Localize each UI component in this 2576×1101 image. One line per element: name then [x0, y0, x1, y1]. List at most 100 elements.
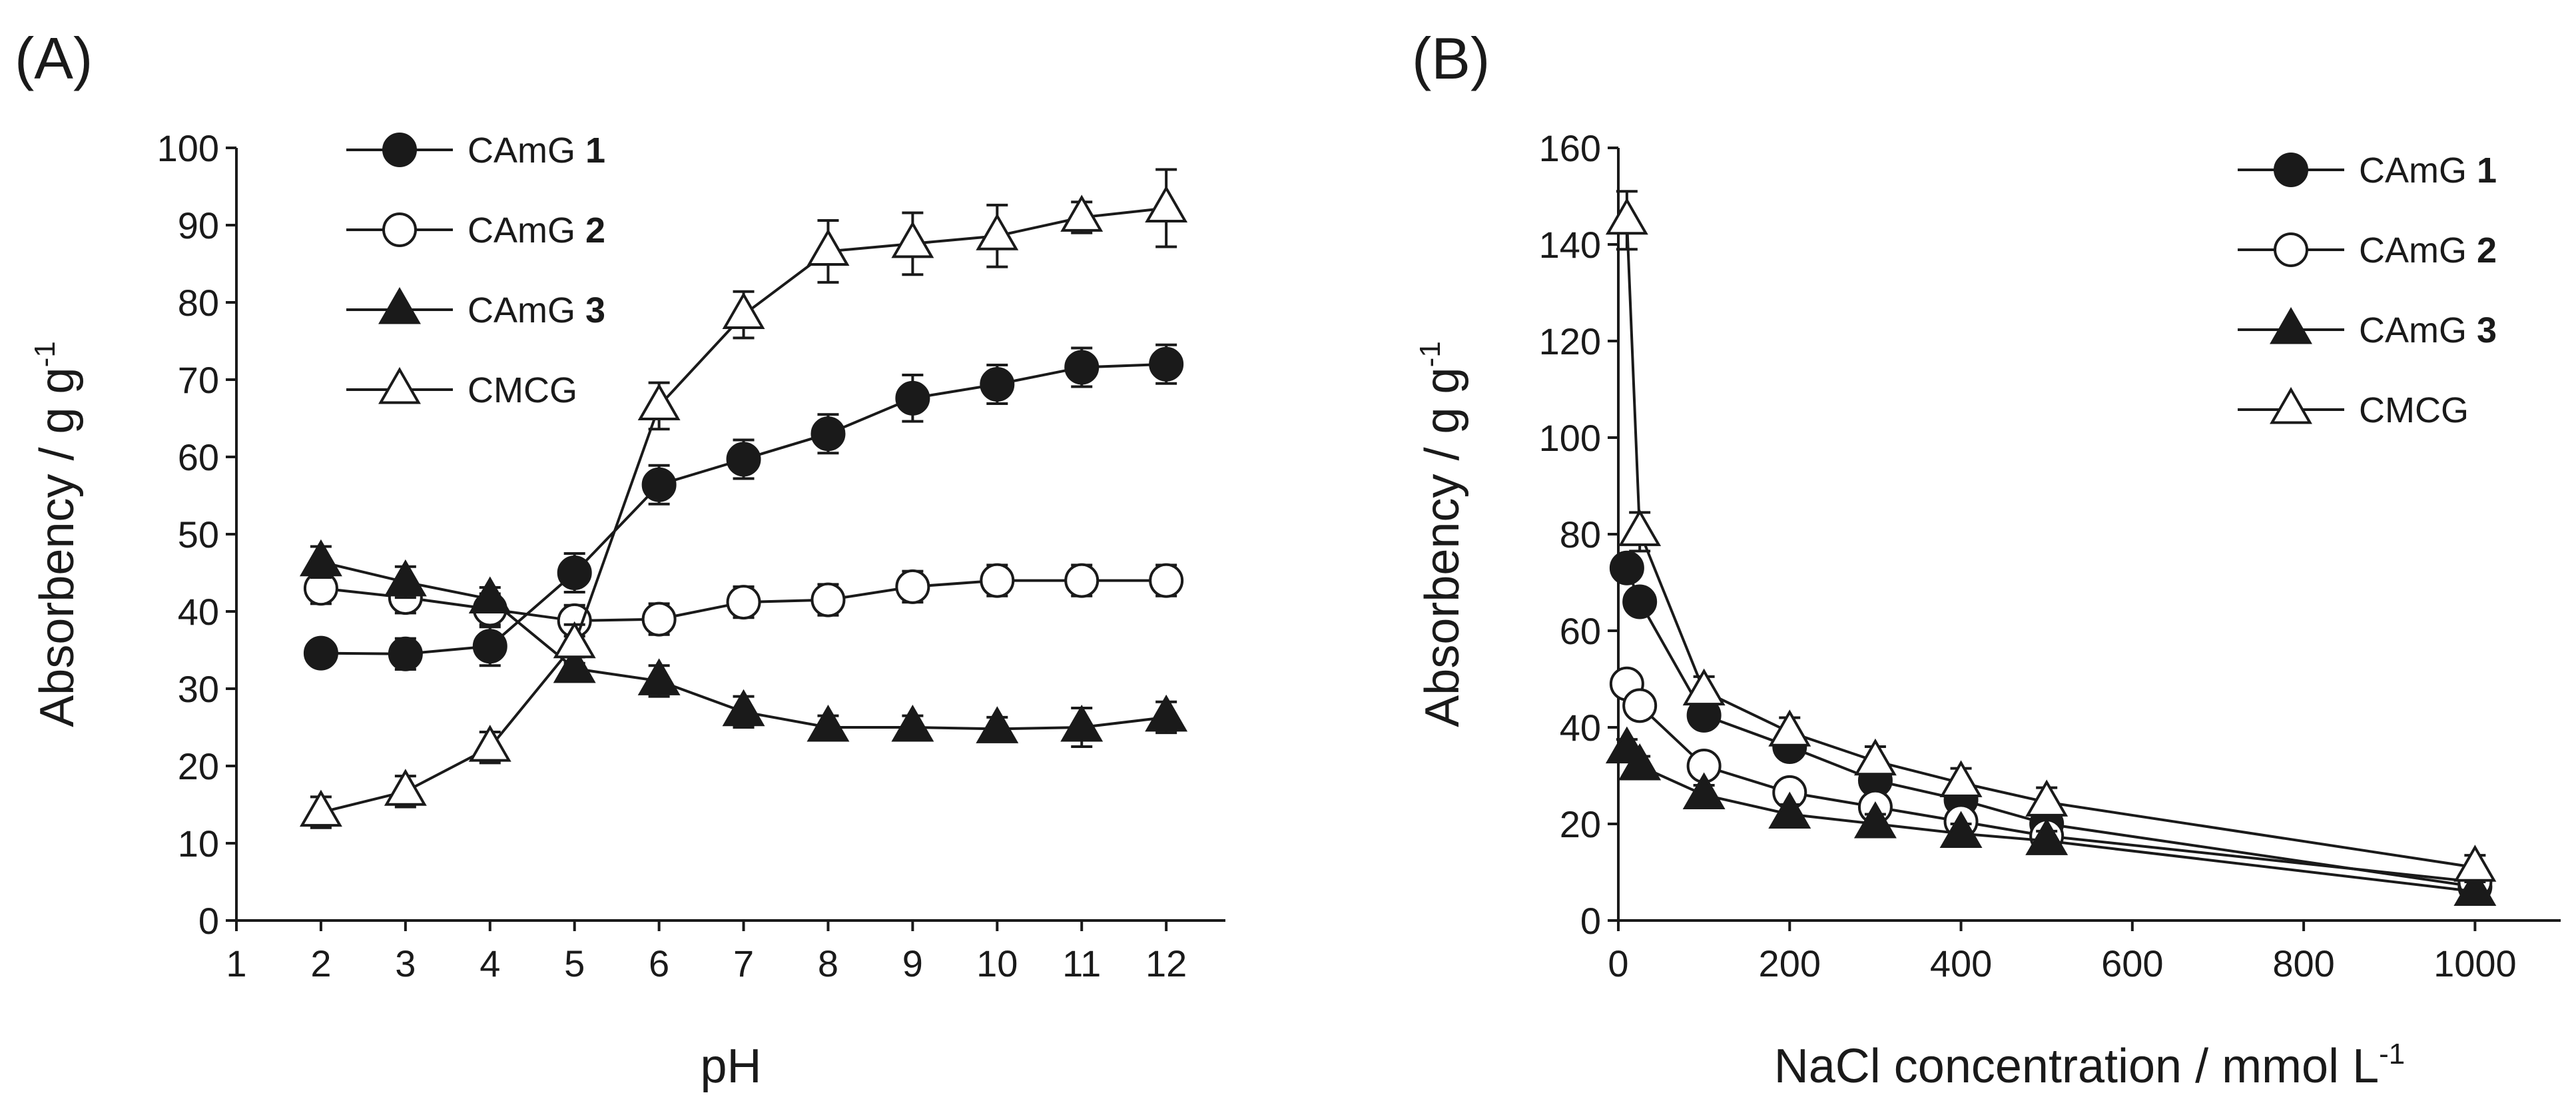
y-tick-label: 100: [1539, 417, 1601, 459]
data-point: [472, 629, 507, 664]
series-line: [1625, 220, 2475, 869]
data-point: [1618, 509, 1662, 546]
data-point: [1768, 709, 1811, 747]
y-tick-label: 20: [178, 745, 219, 787]
series-2: [303, 563, 1184, 638]
y-tick-label: 40: [178, 591, 219, 633]
data-point: [976, 213, 1019, 250]
data-point: [722, 689, 765, 727]
legend-marker: [2270, 306, 2312, 344]
data-point: [1060, 704, 1104, 742]
data-point: [1064, 350, 1100, 385]
y-tick-label: 50: [178, 514, 219, 555]
x-tick-label: 4: [480, 942, 500, 984]
legend-label-number: 2: [2467, 230, 2497, 270]
data-point: [1060, 194, 1104, 232]
y-tick-label: 40: [1560, 707, 1601, 749]
data-point: [2453, 869, 2497, 906]
data-point: [810, 416, 846, 452]
series-4: [299, 168, 1188, 829]
x-tick-label: 8: [818, 942, 838, 984]
legend-label: CAmG 2: [468, 210, 605, 250]
y-tick-label: 80: [178, 282, 219, 324]
data-point: [726, 442, 761, 477]
legend-label: CAmG 2: [2359, 230, 2497, 270]
data-point: [1939, 811, 1983, 848]
data-point: [299, 539, 342, 577]
data-point: [303, 635, 338, 671]
panel-label: (A): [15, 25, 93, 91]
x-axis-label-superscript: -1: [2379, 1038, 2405, 1070]
legend-label: CAmG 3: [2359, 310, 2497, 350]
x-tick-label: 200: [1759, 942, 1821, 984]
data-point: [726, 585, 761, 620]
data-point: [1682, 668, 1726, 706]
legend: CAmG 1 CAmG 2 CAmG 3 CMCG: [346, 131, 605, 410]
x-tick-label: 2: [310, 942, 331, 984]
y-tick-label: 60: [1560, 610, 1601, 652]
data-point: [810, 582, 846, 617]
x-tick-label: 5: [564, 942, 585, 984]
y-tick-label: 0: [1580, 900, 1601, 942]
legend-label: CAmG 1: [2359, 151, 2497, 190]
x-tick-label: 11: [1062, 942, 1101, 984]
data-point: [2025, 779, 2069, 817]
legend-label: CMCG: [468, 370, 577, 410]
data-point: [384, 769, 427, 806]
data-point: [1145, 185, 1188, 222]
data-point: [553, 645, 596, 683]
data-point: [722, 292, 765, 330]
data-point: [1853, 738, 1897, 776]
y-tick-label: 90: [178, 204, 219, 246]
y-tick-label: 100: [157, 127, 219, 169]
x-tick-label: 800: [2272, 942, 2334, 984]
data-point: [1609, 550, 1644, 585]
data-point: [1682, 772, 1726, 809]
data-point: [1064, 563, 1100, 598]
y-tick-label: 80: [1560, 514, 1601, 555]
data-point: [1853, 801, 1897, 839]
legend-marker: [2274, 232, 2308, 267]
x-tick-label: 3: [395, 942, 416, 984]
data-point: [1622, 584, 1658, 619]
data-point: [980, 366, 1015, 402]
data-point: [806, 704, 850, 742]
data-point: [806, 228, 850, 266]
data-point: [468, 725, 511, 762]
data-point: [553, 621, 596, 659]
legend-label-number: 3: [2467, 310, 2497, 350]
y-tick-label: 160: [1539, 127, 1601, 169]
y-tick-label: 30: [178, 668, 219, 710]
data-point: [2453, 845, 2497, 882]
legend-label-number: 1: [2467, 151, 2497, 190]
data-point: [895, 569, 930, 604]
y-tick-label: 20: [1560, 803, 1601, 845]
data-point: [895, 380, 930, 416]
y-tick-label: 70: [178, 359, 219, 401]
data-point: [1145, 694, 1188, 732]
y-axis-label: Absorbency / g g-1: [1414, 341, 1469, 727]
y-tick-label: 0: [198, 900, 219, 942]
y-axis-label-superscript: -1: [29, 341, 61, 367]
panel-label: (B): [1412, 25, 1490, 91]
x-tick-label: 0: [1608, 942, 1628, 984]
data-point: [1618, 743, 1662, 781]
x-tick-label: 6: [649, 942, 669, 984]
data-point: [641, 467, 677, 502]
legend-marker: [382, 133, 417, 167]
legend-marker: [378, 366, 421, 404]
data-point: [1768, 791, 1811, 829]
data-point: [641, 601, 677, 637]
y-axis-label: Absorbency / g g-1: [29, 341, 84, 727]
data-point: [1939, 760, 1983, 797]
x-tick-label: 600: [2101, 942, 2163, 984]
y-tick-label: 10: [178, 823, 219, 865]
chart-panel-b: (B) 0 20 40 60 80 100 120 140 160 0 200 400 600 800 100…: [1412, 25, 2561, 1093]
x-tick-label: 12: [1145, 942, 1187, 984]
data-point: [1622, 688, 1658, 723]
x-tick-label: 1000: [2433, 942, 2517, 984]
legend-label-number: 2: [575, 210, 605, 250]
x-tick-label: 7: [733, 942, 754, 984]
